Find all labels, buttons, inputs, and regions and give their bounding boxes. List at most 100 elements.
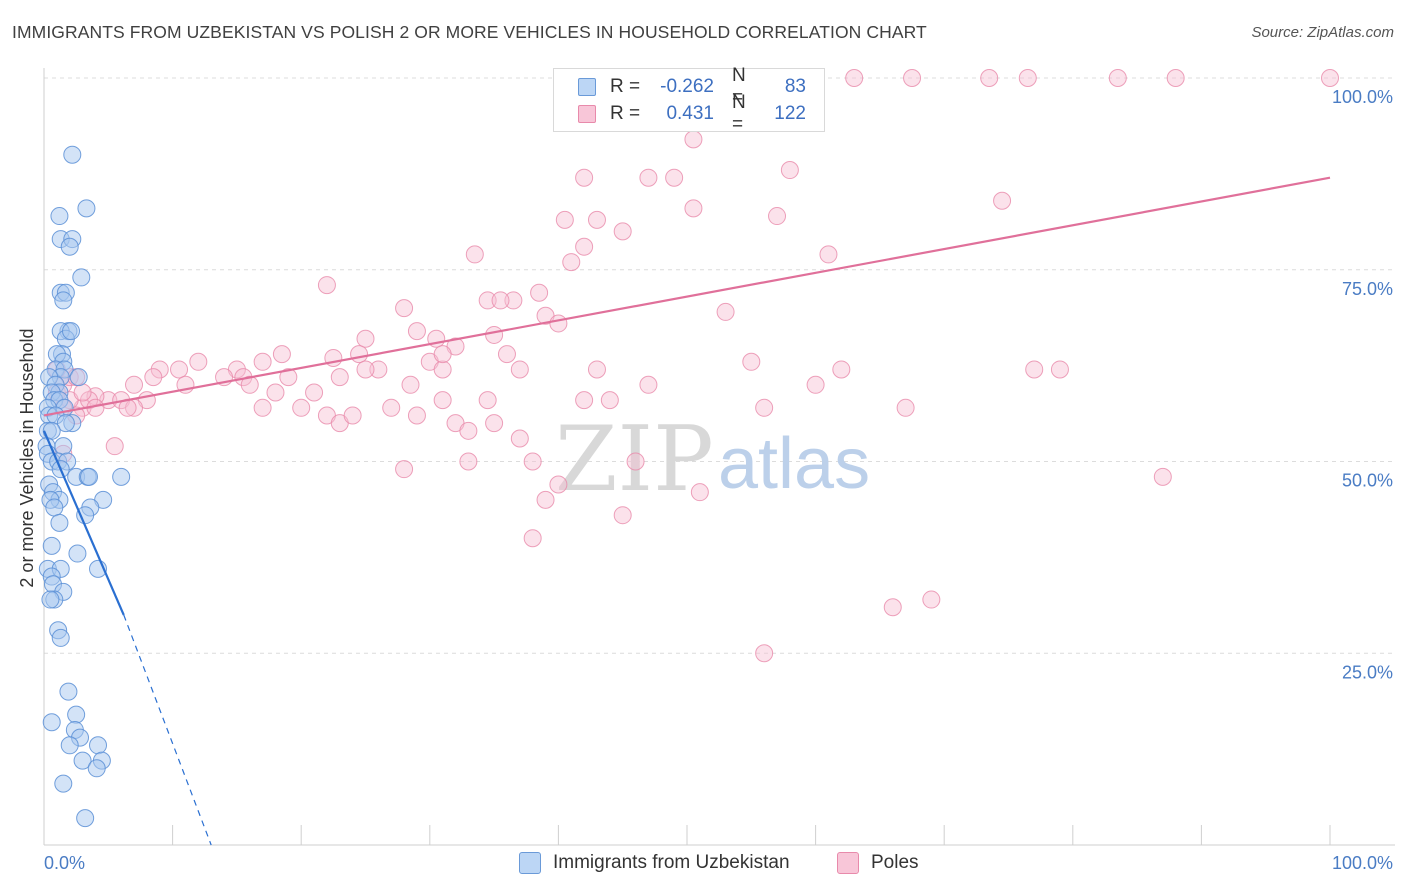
- poles-point: [587, 360, 606, 379]
- poles-point: [806, 375, 825, 394]
- poles-point: [369, 360, 388, 379]
- uzbek-trend-extension: [123, 614, 212, 846]
- poles-point: [407, 322, 426, 341]
- poles-point: [459, 421, 478, 440]
- poles-point: [80, 391, 99, 410]
- poles-point: [510, 360, 529, 379]
- y-axis-label: 2 or more Vehicles in Household: [17, 328, 37, 587]
- legend-r-label: R =: [610, 103, 641, 124]
- x-tick-label: 100.0%: [1332, 853, 1393, 873]
- poles-point: [684, 130, 703, 149]
- uzbek-point: [60, 736, 79, 755]
- legend-item-uzbek: Immigrants from Uzbekistan: [519, 852, 790, 874]
- uzbek-point: [77, 199, 96, 218]
- legend-row-uzbek: R = -0.262 N = 83: [578, 65, 806, 108]
- poles-point: [523, 452, 542, 471]
- uzbek-point: [42, 536, 61, 555]
- x-tick-label: 0.0%: [44, 853, 85, 873]
- legend-swatch-uzbek: [578, 78, 596, 96]
- poles-point: [1321, 69, 1339, 87]
- poles-point: [433, 360, 452, 379]
- uzbek-point: [69, 368, 88, 387]
- poles-point: [562, 253, 581, 272]
- y-tick-label: 100.0%: [1332, 87, 1393, 107]
- poles-points: [47, 69, 1339, 663]
- poles-point: [819, 245, 838, 264]
- poles-point: [665, 168, 684, 187]
- y-tick-label: 25.0%: [1342, 662, 1393, 682]
- uzbek-point: [80, 467, 99, 486]
- poles-point: [485, 414, 504, 433]
- poles-point: [105, 437, 124, 456]
- poles-point: [189, 352, 208, 371]
- poles-point: [575, 237, 594, 256]
- poles-point: [350, 345, 369, 364]
- poles-point: [684, 199, 703, 218]
- legend-n-value: 83: [784, 76, 806, 97]
- legend-swatch-poles: [837, 852, 859, 874]
- poles-point: [395, 299, 414, 318]
- legend-n-label: N =: [732, 92, 746, 135]
- legend-n-label: N =: [732, 65, 746, 108]
- poles-point: [993, 191, 1012, 210]
- poles-point: [1018, 69, 1037, 87]
- uzbek-point: [42, 713, 61, 732]
- uzbek-point: [60, 237, 79, 256]
- chart-title: IMMIGRANTS FROM UZBEKISTAN VS POLISH 2 O…: [12, 22, 927, 42]
- poles-point: [690, 483, 709, 502]
- poles-point: [272, 345, 291, 364]
- poles-point: [549, 314, 568, 333]
- poles-point: [575, 391, 594, 410]
- poles-point: [755, 644, 774, 663]
- poles-point: [292, 398, 311, 417]
- poles-point: [125, 375, 144, 394]
- poles-point: [1108, 69, 1127, 87]
- poles-point: [305, 383, 324, 402]
- poles-point: [896, 398, 915, 417]
- poles-trend-line: [43, 176, 1331, 417]
- legend-label-poles: Poles: [871, 852, 919, 873]
- poles-point: [459, 452, 478, 471]
- poles-point: [510, 429, 529, 448]
- poles-point: [144, 368, 163, 387]
- poles-point: [883, 598, 902, 617]
- poles-point: [536, 490, 555, 509]
- uzbek-point: [41, 590, 60, 609]
- legend-swatch-poles: [578, 105, 596, 123]
- uzbek-point: [56, 414, 75, 433]
- uzbek-point: [45, 498, 64, 517]
- poles-point: [240, 375, 259, 394]
- poles-point: [613, 506, 632, 525]
- poles-point: [742, 352, 761, 371]
- legend-label-uzbek: Immigrants from Uzbekistan: [553, 852, 790, 873]
- legend-r-label: R =: [610, 76, 641, 97]
- watermark-atlas: atlas: [718, 424, 870, 504]
- uzbek-point: [68, 544, 87, 563]
- gridlines: [44, 77, 1395, 654]
- uzbek-trend-line: [42, 430, 125, 616]
- poles-point: [401, 375, 420, 394]
- poles-point: [780, 161, 799, 180]
- poles-point: [407, 406, 426, 425]
- legend-r-value: 0.431: [666, 103, 714, 124]
- uzbek-point: [50, 513, 69, 532]
- poles-point: [356, 360, 375, 379]
- poles-point: [523, 529, 542, 548]
- watermark: ZIP atlas: [555, 407, 870, 512]
- uzbek-point: [50, 207, 69, 226]
- uzbek-point: [87, 759, 106, 778]
- legend-n-value: 122: [774, 103, 806, 124]
- poles-point: [317, 276, 336, 295]
- poles-point: [170, 360, 189, 379]
- poles-point: [549, 475, 568, 494]
- poles-point: [465, 245, 484, 264]
- stats-legend: R = -0.262 N = 83 R = 0.431 N = 122: [553, 65, 825, 135]
- uzbek-point: [89, 736, 108, 755]
- poles-point: [73, 383, 92, 402]
- poles-point: [497, 345, 516, 364]
- uzbek-point: [54, 291, 73, 310]
- series-legend: Immigrants from Uzbekistan Poles: [0, 852, 1406, 878]
- poles-point: [253, 352, 272, 371]
- poles-point: [343, 406, 362, 425]
